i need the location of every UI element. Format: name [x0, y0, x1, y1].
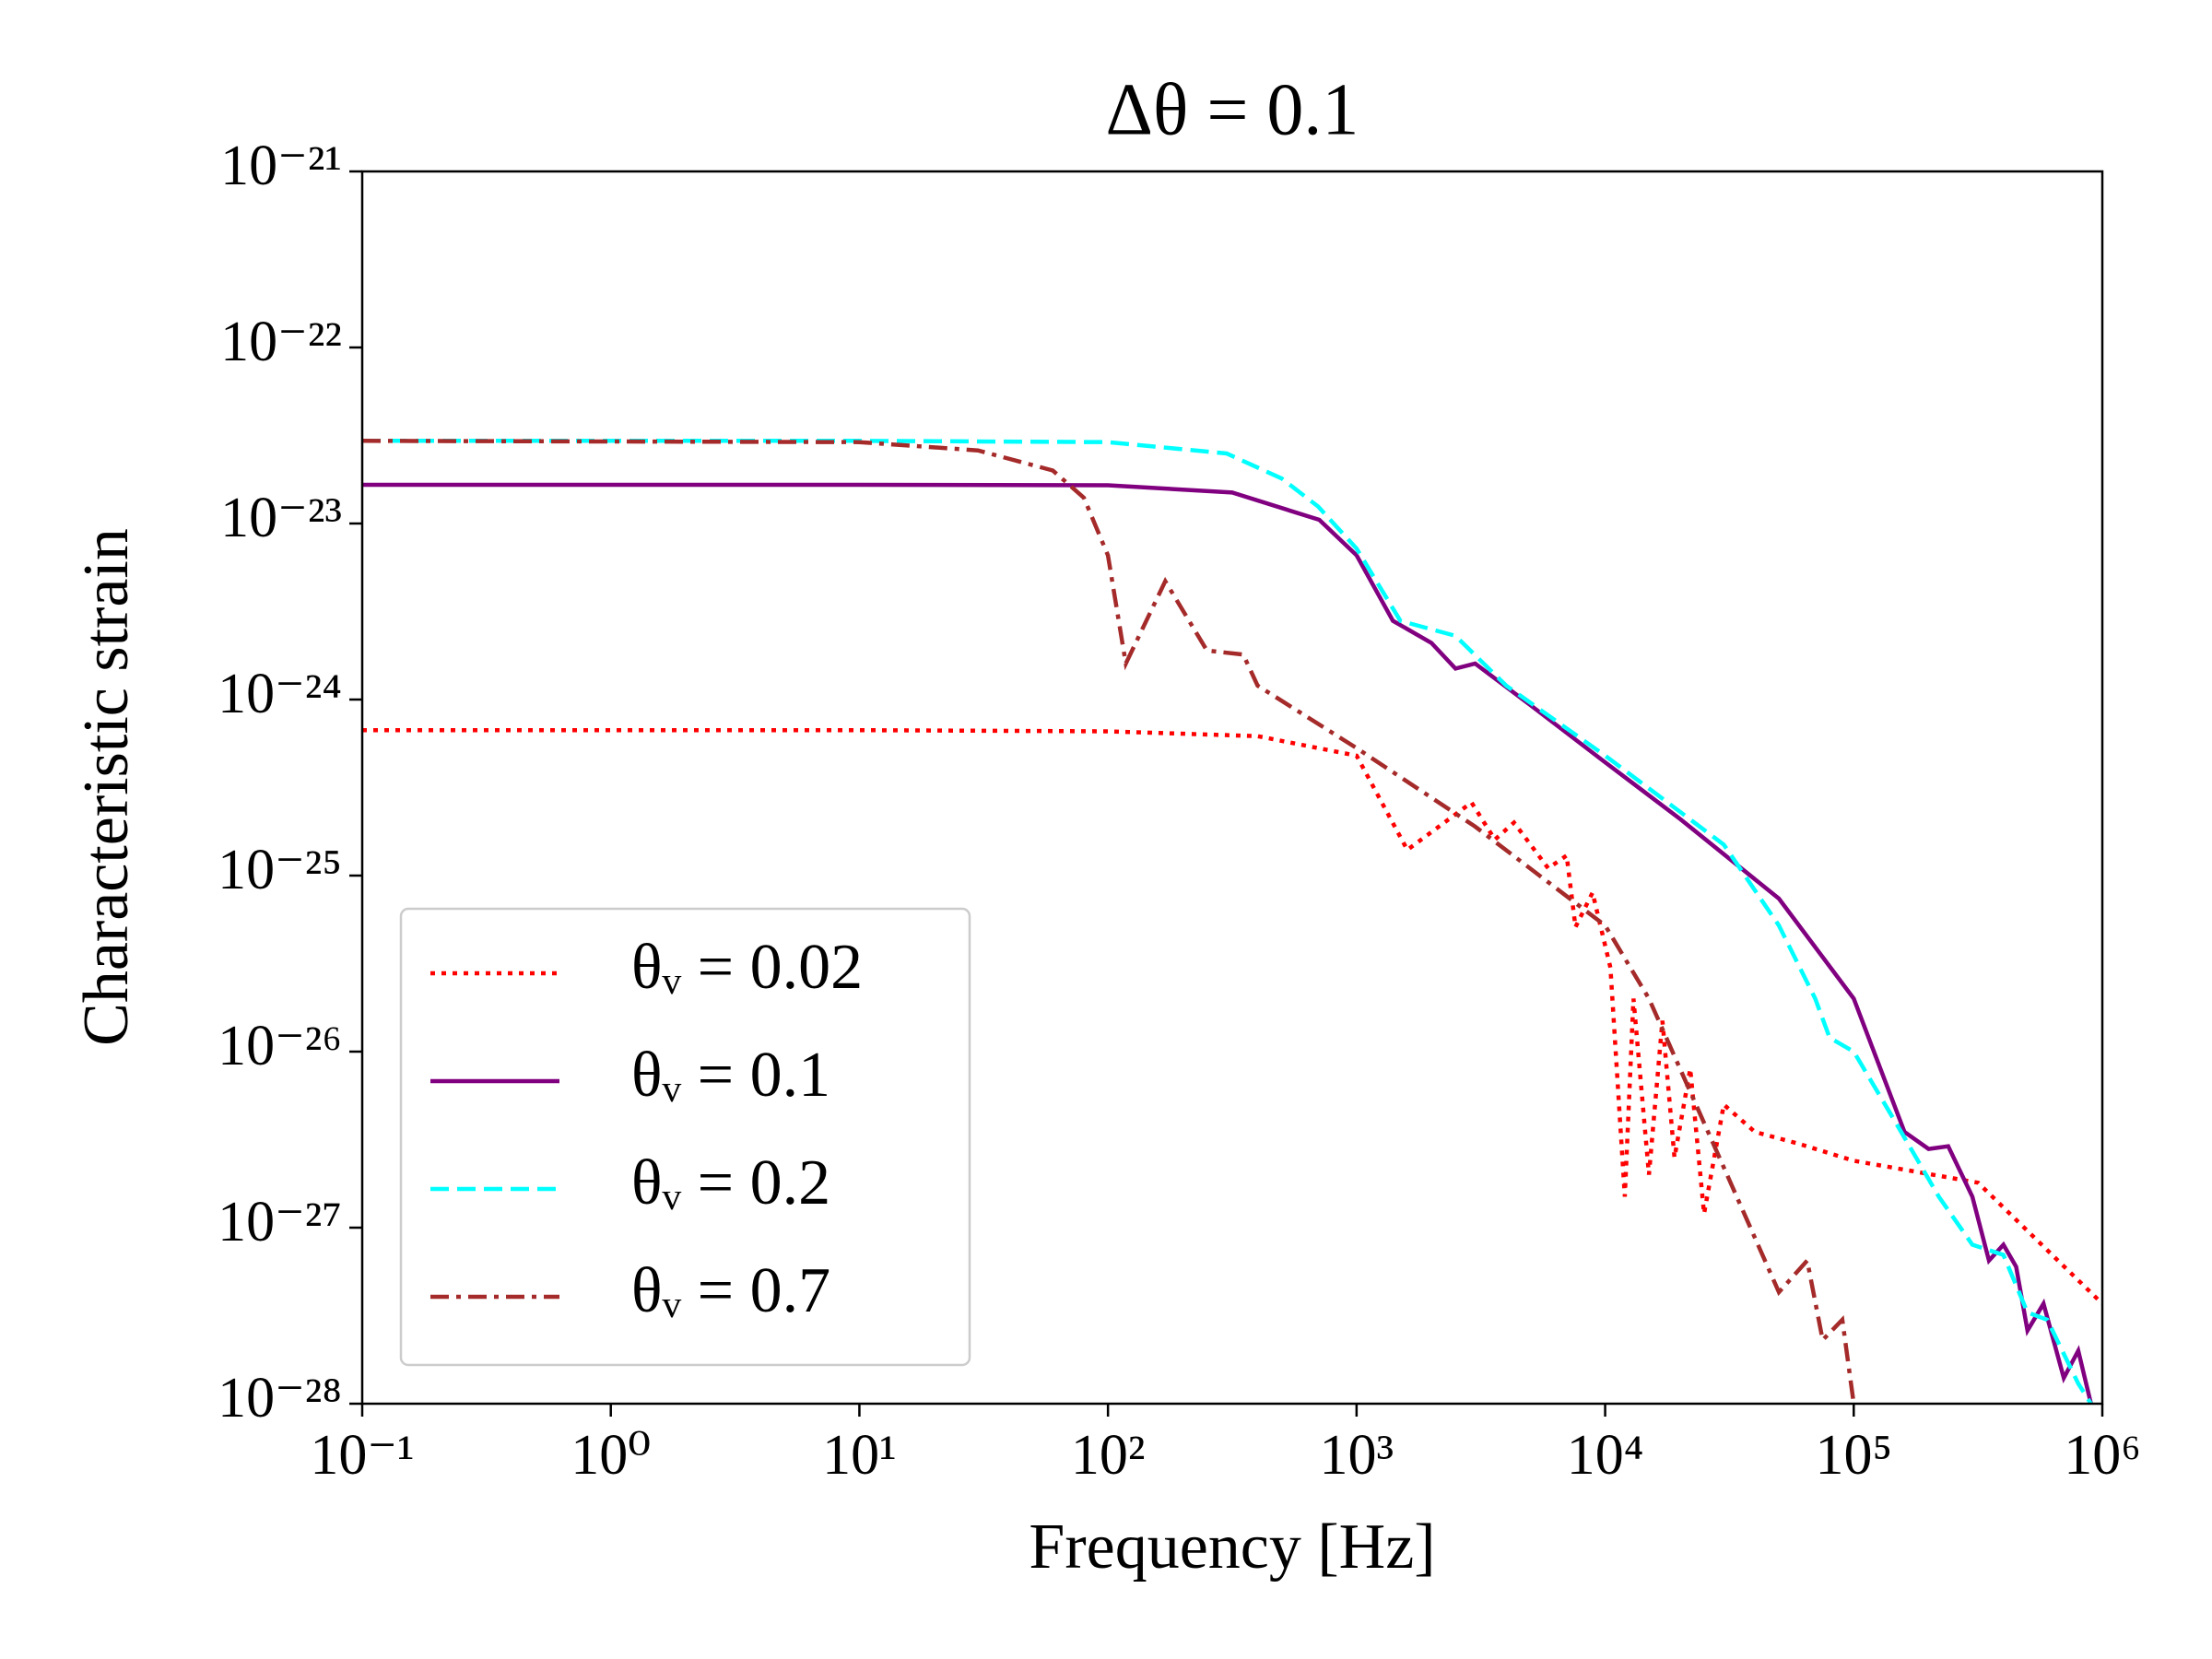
x-tick-label: 10⁶ — [2064, 1424, 2141, 1487]
x-tick-label: 10⁴ — [1567, 1424, 1644, 1487]
legend-box — [399, 907, 971, 1367]
x-tick-label: 10⁵ — [1815, 1424, 1892, 1487]
x-tick-label: 10³ — [1320, 1424, 1394, 1487]
y-tick-label: 10⁻²² — [220, 311, 342, 373]
plot-frame — [360, 170, 2104, 1406]
x-tick-label: 10⁻¹ — [310, 1424, 414, 1487]
x-tick-label: 10¹ — [822, 1424, 897, 1487]
series-line — [362, 727, 2102, 1306]
y-axis-label: Characteristic strain — [71, 528, 142, 1046]
y-tick-label: 10⁻²¹ — [220, 135, 342, 197]
x-axis-label: Frequency [Hz] — [1029, 1512, 1435, 1583]
series-line — [362, 482, 2093, 1404]
legend-label: θᵥ = 0.1 — [631, 1040, 830, 1111]
x-tick-label: 10⁰ — [571, 1424, 651, 1487]
y-tick-label: 10⁻²³ — [220, 487, 342, 549]
chart-title: Δθ = 0.1 — [1106, 69, 1359, 150]
legend-label: θᵥ = 0.02 — [631, 932, 863, 1003]
y-tick-label: 10⁻²⁶ — [218, 1015, 342, 1077]
y-tick-label: 10⁻²⁸ — [218, 1367, 342, 1430]
series-line — [362, 439, 2093, 1404]
legend-label: θᵥ = 0.7 — [631, 1255, 830, 1326]
x-tick-label: 10² — [1071, 1424, 1146, 1487]
y-tick-label: 10⁻²⁷ — [218, 1191, 342, 1253]
y-tick-label: 10⁻²⁵ — [218, 839, 342, 901]
legend-label: θᵥ = 0.2 — [631, 1147, 830, 1218]
y-tick-label: 10⁻²⁴ — [218, 663, 342, 725]
